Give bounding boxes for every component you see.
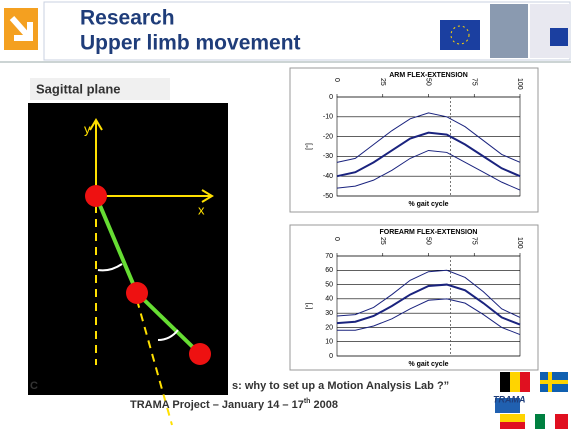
section-box: [30, 78, 170, 100]
footer-part: 2008: [310, 399, 338, 411]
series-line: [336, 283, 521, 326]
logo-arrow: [9, 16, 31, 38]
x-tick-label: 0: [333, 237, 340, 241]
footer-superscript: th: [304, 398, 311, 405]
x-tick-label: 50: [425, 237, 432, 245]
joint-marker: [126, 282, 148, 304]
footer-part: TRAMA Project – January 14 – 17: [130, 399, 304, 411]
x-tick-label: 0: [333, 78, 340, 82]
y-tick-label: 10: [325, 339, 333, 346]
eu-stars: [450, 25, 470, 45]
axis-label: x: [198, 202, 205, 217]
joint-marker: [85, 185, 107, 207]
arrow-head: [201, 189, 214, 203]
chart-title: FOREARM FLEX-EXTENSION: [379, 229, 477, 236]
y-tick-label: 0: [329, 353, 333, 360]
angle-arrow: [157, 329, 179, 341]
series-line: [336, 112, 521, 163]
footer-text: C: [30, 380, 38, 392]
y-tick-label: 70: [325, 253, 333, 260]
section-label: Sagittal plane: [36, 81, 121, 96]
flag: [500, 372, 510, 392]
y-axis-label: [°]: [305, 143, 313, 150]
chart-title: ARM FLEX-EXTENSION: [389, 72, 468, 79]
x-tick-label: 100: [516, 78, 523, 90]
x-tick-label: 50: [425, 78, 432, 86]
y-tick-label: 30: [325, 310, 333, 317]
joint-marker: [189, 343, 211, 365]
x-tick-label: 25: [379, 237, 386, 245]
y-axis-label: [°]: [305, 303, 313, 310]
logo-arrow: [14, 22, 33, 41]
y-tick-label: 60: [325, 267, 333, 274]
y-tick-label: -30: [323, 153, 333, 160]
x-axis-label: % gait cycle: [408, 361, 448, 368]
footer-text: TRAMA Project – January 14 – 17th 2008: [130, 398, 338, 411]
title-line: Research: [80, 7, 175, 30]
series-line: [337, 298, 521, 336]
series-line: [336, 149, 521, 191]
y-tick-label: 20: [325, 324, 333, 331]
flag: [540, 380, 568, 384]
globe: [495, 398, 520, 413]
flag: [545, 414, 555, 429]
y-tick-label: 0: [329, 94, 333, 101]
logo-text: TRAMA: [493, 394, 526, 404]
y-tick-label: -50: [323, 193, 333, 200]
x-tick-label: 75: [470, 237, 477, 245]
plot-frame: [336, 96, 521, 197]
x-tick-label: 25: [379, 78, 386, 86]
axis-label: y: [84, 121, 91, 136]
flag: [555, 414, 568, 429]
x-tick-label: 100: [516, 237, 523, 249]
flag: [548, 372, 552, 392]
y-tick-label: 40: [325, 296, 333, 303]
footer-text: s: why to set up a Motion Analysis Lab ?…: [232, 380, 449, 392]
series-line: [336, 269, 521, 318]
logo-image: [490, 4, 528, 58]
chart-frame: [289, 224, 539, 371]
reference-line: [136, 299, 173, 426]
chart-frame: [289, 67, 539, 213]
plot-frame: [336, 255, 521, 357]
y-tick-label: -10: [323, 114, 333, 121]
y-tick-label: -40: [323, 173, 333, 180]
x-axis-label: % gait cycle: [408, 201, 448, 208]
angle-arrow: [97, 263, 123, 272]
flag: [500, 422, 525, 429]
x-tick-label: 75: [470, 78, 477, 86]
arrow-head: [89, 118, 103, 131]
eu-flag-small: [550, 28, 568, 46]
flag: [535, 414, 545, 429]
eu-flag: [440, 20, 480, 50]
y-tick-label: 50: [325, 281, 333, 288]
series-line: [336, 131, 521, 178]
flag: [510, 372, 520, 392]
flag: [520, 372, 530, 392]
title-line: Upper limb movement: [80, 32, 301, 55]
y-tick-label: -20: [323, 133, 333, 140]
